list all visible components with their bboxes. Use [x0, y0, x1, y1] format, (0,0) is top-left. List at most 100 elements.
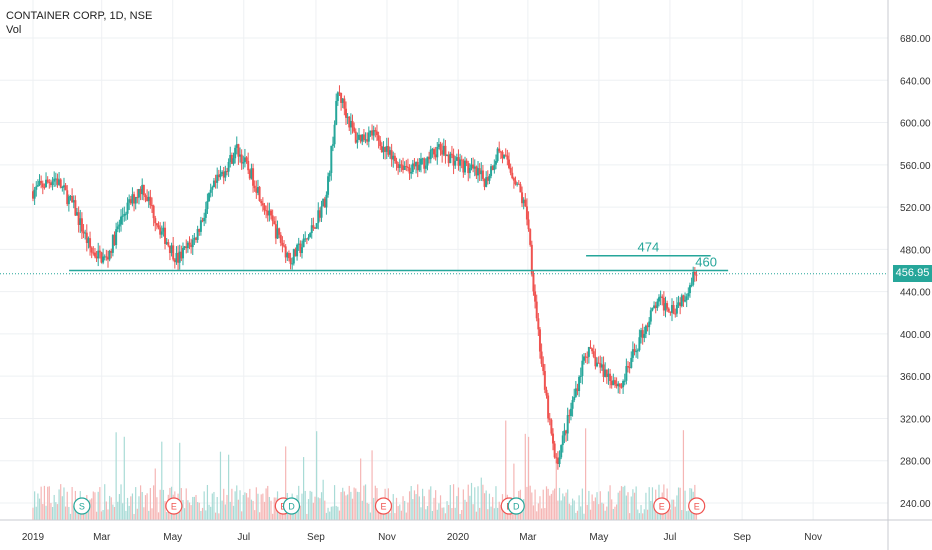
candle-body: [499, 151, 502, 153]
candle-body: [633, 349, 636, 352]
candle-body: [344, 108, 347, 118]
candle-body: [312, 225, 315, 228]
volume-bar: [612, 508, 614, 520]
volume-bar: [206, 484, 209, 520]
candle-body: [338, 92, 341, 94]
candle-body: [389, 150, 391, 155]
volume-bar: [136, 508, 138, 520]
volume-bar: [588, 490, 590, 520]
volume-bar: [609, 485, 611, 520]
candle-body: [494, 160, 497, 165]
volume-bar: [368, 503, 370, 520]
symbol-title[interactable]: CONTAINER CORP, 1D, NSE: [6, 10, 153, 22]
volume-bar: [258, 512, 261, 520]
level-label-460: 460: [695, 255, 717, 270]
candle-body: [408, 167, 411, 174]
volume-bar: [392, 494, 394, 520]
candle-body: [164, 227, 167, 244]
candle-body: [538, 329, 541, 352]
volume-bar: [156, 497, 158, 520]
y-tick-label: 480.00: [900, 245, 931, 256]
price-axis[interactable]: 680.00 640.00 600.00 560.00 520.00 480.00 440.…: [887, 0, 931, 550]
event-marker: [165, 497, 183, 515]
candle-body: [258, 186, 261, 202]
volume-bar: [677, 487, 680, 520]
volume-bar: [480, 477, 482, 520]
volume-bar: [475, 511, 477, 520]
volume-bar: [185, 488, 187, 520]
candle-body: [380, 146, 383, 153]
candle-body: [351, 120, 354, 128]
candle-body: [72, 200, 75, 203]
volume-bar: [61, 496, 63, 520]
volume-bar: [347, 494, 349, 520]
volume-bar: [513, 463, 515, 520]
volume-bar: [50, 503, 52, 520]
candle-body: [530, 244, 533, 275]
candle-body: [256, 186, 259, 193]
candle-body: [116, 226, 119, 230]
volume-bar: [68, 506, 70, 520]
candle-body: [506, 155, 509, 160]
event-markers[interactable]: SEEDEEDEE: [73, 497, 706, 515]
volume-bar: [294, 509, 297, 520]
volume-label[interactable]: Vol: [6, 24, 22, 36]
volume-bar: [263, 501, 266, 520]
level-label-474: 474: [638, 240, 660, 255]
candle-body: [183, 246, 186, 249]
candle-body: [521, 192, 524, 204]
candle-body: [462, 160, 465, 173]
volume-bar: [391, 502, 393, 520]
volume-bar: [60, 484, 62, 520]
candle-body: [77, 212, 80, 225]
candle-body: [216, 174, 219, 183]
volume-bar: [358, 492, 360, 520]
candle-body: [677, 302, 680, 305]
candle-body: [180, 251, 183, 259]
candle-body: [317, 210, 320, 224]
volume-bar: [154, 468, 156, 520]
candle-body: [131, 194, 134, 204]
candle-body: [294, 249, 297, 257]
candle-body: [318, 210, 321, 218]
y-tick-label: 560.00: [900, 161, 931, 172]
candle-body: [356, 139, 359, 143]
candle-body: [147, 196, 150, 202]
volume-bar: [130, 496, 132, 520]
volume-bar: [552, 490, 554, 520]
volume-bar: [260, 494, 262, 520]
annotation-layer[interactable]: 474 460: [0, 240, 888, 275]
candle-body: [398, 164, 401, 169]
volume-bar: [42, 504, 44, 520]
candle-body: [610, 381, 613, 386]
candle-body: [133, 194, 136, 204]
volume-bar: [642, 513, 644, 520]
candle-body: [514, 180, 517, 185]
candle-body: [126, 202, 129, 214]
candle-body: [485, 177, 488, 187]
candle-body: [340, 93, 343, 103]
candle-body: [235, 144, 238, 148]
candle-body: [265, 210, 268, 212]
volume-bar: [242, 495, 244, 520]
time-axis[interactable]: 2019 Mar May Jul Sep Nov 2020 Mar May Jul Sep Nov: [0, 519, 932, 543]
candle-body: [212, 180, 215, 188]
candle-body: [260, 201, 263, 204]
y-tick-label: 520.00: [900, 203, 931, 214]
y-tick-label: 280.00: [900, 457, 931, 468]
volume-bar: [614, 506, 616, 520]
volume-bar: [58, 489, 60, 520]
candle-body: [315, 223, 318, 229]
volume-bar: [550, 493, 552, 520]
volume-bar: [87, 509, 90, 520]
candle-body: [354, 131, 357, 143]
candle-body: [543, 371, 546, 390]
volume-bar: [681, 510, 683, 520]
candle-body: [622, 380, 625, 388]
volume-bar: [428, 489, 430, 520]
candle-body: [100, 252, 103, 263]
candle-body: [592, 351, 595, 357]
candle-body: [144, 195, 147, 197]
x-tick-label: Jul: [237, 532, 250, 543]
